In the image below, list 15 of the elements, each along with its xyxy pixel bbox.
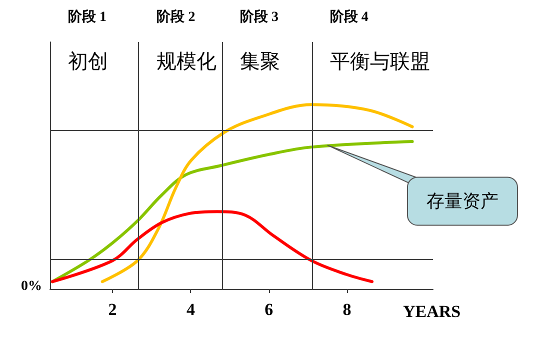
- text: 阶段 2: [156, 8, 196, 26]
- text: 集聚: [240, 50, 280, 75]
- text: 阶段 4: [330, 8, 368, 26]
- text: 初创: [68, 50, 108, 75]
- text: 阶段 3: [240, 8, 278, 26]
- text: 0%: [21, 279, 42, 295]
- x-tick-label: 4: [186, 300, 196, 319]
- text: 平衡与联盟: [330, 50, 430, 75]
- x-tick-label: 2: [108, 300, 117, 319]
- annotation: 存量资产: [425, 190, 500, 214]
- x-tick-label: 6: [264, 300, 274, 319]
- text: 阶段 1: [68, 8, 106, 26]
- x-axis-title: YEARS: [403, 302, 461, 321]
- text: 规模化: [156, 50, 217, 75]
- x-tick-label: 8: [342, 300, 352, 319]
